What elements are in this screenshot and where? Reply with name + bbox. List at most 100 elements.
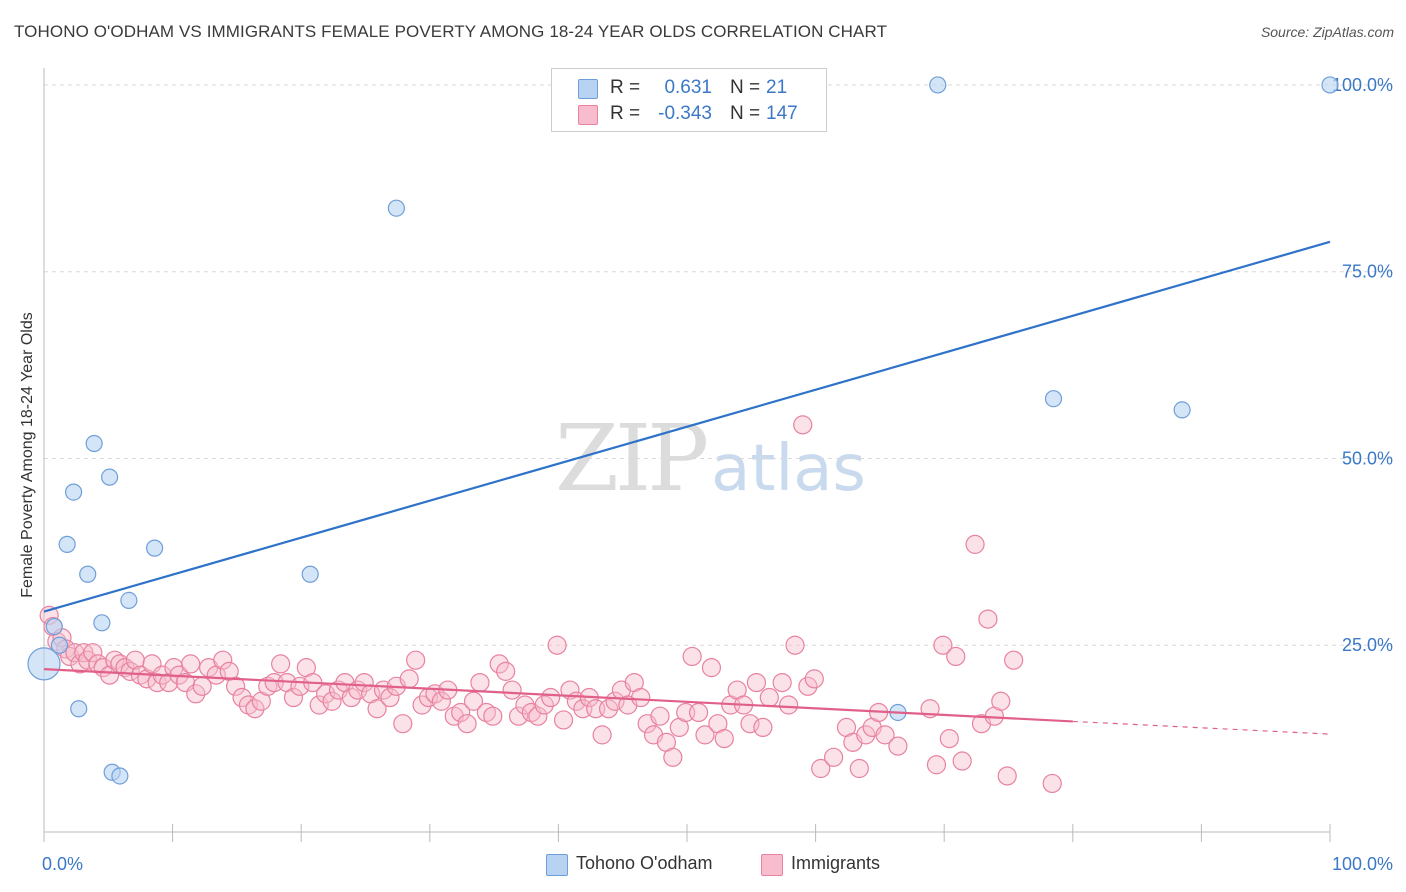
tohono-point [120,591,138,610]
immigrants-point [650,706,670,726]
tohono-trend-line [43,240,1331,613]
tohono-point [301,565,319,583]
immigrants-point [380,687,400,708]
watermark-atlas: atlas [711,432,866,506]
immigrants-point [502,680,522,700]
immigrants-point [811,758,831,779]
immigrants-point [226,676,246,696]
legend-r-value: -0.343 [658,103,712,124]
x-tick-label: 100.0% [1332,854,1393,874]
chart-title: TOHONO O'ODHAM VS IMMIGRANTS FEMALE POVE… [14,22,888,41]
immigrants-point [991,691,1011,711]
x-tick-label: 0.0% [42,854,83,874]
immigrants-point [804,669,824,689]
immigrants-point [105,650,125,670]
immigrants-point [682,646,702,667]
immigrants-point [470,672,490,693]
immigrants-point [186,684,206,704]
bottom-legend-swatch-tohono [546,854,568,876]
tohono-point [1173,401,1191,419]
legend-swatch-tohono [578,79,598,99]
tohono-point [1044,390,1063,408]
immigrants-point [785,635,805,655]
immigrants-point [714,729,734,749]
immigrants-point [695,725,715,745]
immigrants-point [245,699,265,719]
y-tick-label: 50.0% [1342,448,1393,468]
tohono-point [79,565,97,583]
immigrants-point [431,691,451,711]
immigrants-point [541,687,561,708]
immigrants-point [367,699,387,719]
immigrants-point [412,695,432,715]
immigrants-point [463,691,484,711]
immigrants-point [181,654,201,674]
immigrants-point [316,684,336,704]
tohono-point [145,539,164,557]
immigrants-point [798,676,818,696]
immigrants-point [926,755,947,775]
legend-swatch-immigrants [578,105,598,125]
immigrants-point [778,695,799,715]
immigrants-point [508,706,529,726]
immigrants-point [393,714,413,734]
immigrants-point [553,710,574,730]
immigrants-point [875,725,895,745]
y-tick-label: 75.0% [1342,262,1393,282]
source-label: Source: ZipAtlas.com [1260,24,1394,40]
immigrants-point [592,725,612,745]
immigrants-point [399,669,419,689]
immigrants-trend-extension [1072,720,1331,735]
legend-r-value: 0.631 [664,77,712,98]
immigrants-point [83,643,103,663]
y-tick-label: 25.0% [1342,635,1393,655]
legend-r-label: R = [610,103,641,124]
immigrants-point [598,699,619,719]
immigrants-point [528,706,548,726]
tohono-point [929,76,947,94]
tohono-point [50,636,69,654]
immigrants-point [740,714,760,734]
bottom-legend-label-immigrants: Immigrants [791,853,881,873]
immigrants-point [759,687,779,708]
legend-r-label: R = [610,77,641,98]
tohono-point [58,535,76,553]
legend-row-tohono: R = 0.631 N = 21 [552,75,826,101]
legend-row-immigrants: R = -0.343 N = 147 [552,101,826,127]
immigrants-point [451,702,471,723]
immigrants-point [213,650,233,670]
immigrants-point [663,747,683,767]
immigrants-point [793,415,813,435]
immigrants-point [283,687,304,708]
immigrants-point [824,747,844,767]
immigrants-point [232,687,252,708]
immigrants-point [952,751,972,771]
immigrants-point [631,687,651,708]
tohono-point [70,700,88,718]
immigrants-point [547,635,567,655]
tohono-point [1321,76,1339,94]
legend-n-value: 147 [766,103,798,124]
immigrants-point [688,702,709,723]
immigrants-point [159,672,179,693]
immigrants-point [1004,650,1024,670]
tohono-point [64,483,83,501]
immigrants-point [701,658,722,678]
tohono-point [100,468,119,486]
immigrants-point [271,654,291,674]
tohono-point [111,767,129,785]
immigrants-point [120,661,140,681]
immigrants-point [939,729,959,749]
immigrants-point [341,687,361,708]
tohono-point [27,647,61,681]
tohono-point [85,434,103,453]
immigrants-point [856,725,876,745]
immigrants-trend-line [43,668,1073,723]
tohono-point [387,199,405,217]
immigrants-point [946,646,966,667]
y-tick-label: 100.0% [1332,75,1393,95]
immigrants-point [888,736,908,756]
immigrants-point [515,695,535,715]
immigrants-point [933,635,953,655]
